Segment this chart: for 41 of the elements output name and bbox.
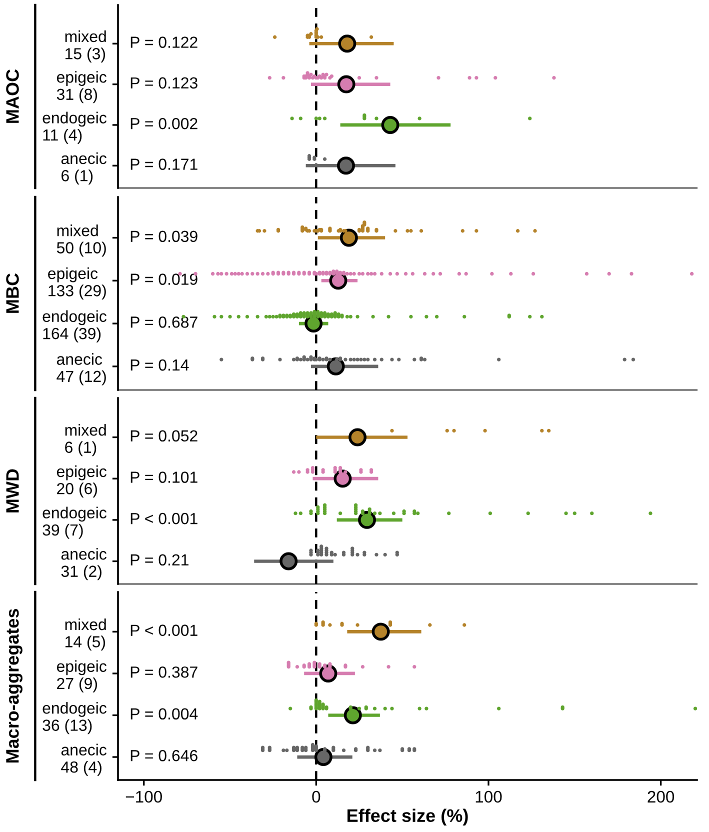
- annotation: P = 0.387: [130, 666, 198, 678]
- y-tick-label: endogeic 164 (39): [42, 310, 106, 342]
- x-tick-label: −100: [126, 790, 162, 803]
- y-tick-label: epigeic 31 (8): [56, 71, 106, 104]
- y-tick-label: epigeic 133 (29): [48, 267, 106, 300]
- annotation: P = 0.171: [130, 158, 198, 170]
- annotation: P = 0.002: [130, 118, 198, 130]
- x-tick-label: 100: [476, 790, 502, 803]
- y-tick-label: anecic 6 (1): [61, 152, 106, 184]
- annotation: P = 0.687: [130, 316, 198, 328]
- x-tick-label: 200: [648, 790, 674, 803]
- y-tick-label: mixed 15 (3): [65, 30, 106, 62]
- y-axis-title: MAOC: [6, 69, 19, 123]
- y-tick-label: anecic 31 (2): [61, 548, 106, 580]
- y-axis-title: MWD: [6, 469, 19, 512]
- annotation: P < 0.001: [130, 512, 198, 524]
- x-tick-label: 0: [312, 790, 320, 803]
- annotation: P = 0.039: [130, 230, 198, 242]
- y-tick-label: mixed 50 (10): [56, 224, 106, 257]
- annotation: P = 0.052: [130, 430, 198, 442]
- annotation: P = 0.101: [130, 472, 198, 483]
- annotation: P = 0.646: [130, 750, 198, 762]
- annotation: P = 0.123: [130, 77, 198, 89]
- y-tick-label: mixed 6 (1): [65, 424, 106, 456]
- annotation: P < 0.001: [130, 624, 198, 636]
- y-axis-title: Macro-aggregates: [6, 608, 22, 763]
- annotation: P = 0.122: [130, 36, 198, 48]
- y-axis-title: MBC: [6, 273, 19, 313]
- y-tick-label: anecic 47 (12): [56, 353, 106, 386]
- x-axis-title: Effect size (%): [348, 808, 468, 826]
- y-tick-label: endogeic 39 (7): [42, 506, 106, 539]
- y-tick-label: epigeic 27 (9): [56, 660, 106, 692]
- y-tick-label: mixed 14 (5): [65, 618, 106, 651]
- y-tick-label: endogeic 11 (4): [42, 112, 106, 144]
- annotation: P = 0.004: [130, 708, 198, 720]
- annotation: P = 0.14: [130, 359, 189, 371]
- annotation: P = 0.21: [130, 554, 188, 566]
- y-tick-label: anecic 48 (4): [61, 744, 106, 776]
- y-tick-label: epigeic 20 (6): [56, 465, 106, 498]
- y-tick-label: endogeic 36 (13): [42, 702, 106, 734]
- annotation: P = 0.019: [130, 274, 198, 285]
